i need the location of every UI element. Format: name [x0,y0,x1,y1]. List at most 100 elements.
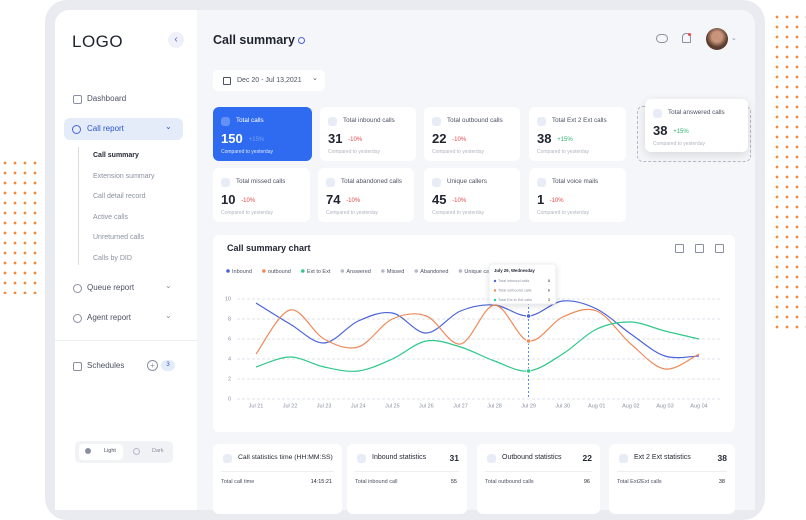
decoration [0,158,40,294]
chevron: ⌄ [731,35,737,42]
card-note: Compared to yesterday [328,149,380,155]
card-icon [221,117,230,126]
card-change: -10% [452,198,467,204]
card-note: Compared to yesterday [432,210,484,216]
card-icon [328,117,337,126]
nav-item[interactable]: Dashboard [87,94,127,103]
submenu-item[interactable]: Calls by DID [93,254,132,262]
stat-card[interactable] [645,99,748,152]
stats-title: Inbound statistics [372,454,427,461]
logo: LOGO [72,32,124,51]
nav-item[interactable]: Schedules [87,361,125,370]
stat-card[interactable] [424,168,520,222]
stats-divider [617,471,727,472]
stats-row-label: Total call time [221,479,255,485]
stats-divider [485,471,592,472]
stat-card[interactable] [529,107,626,161]
card-value: 74 [326,192,341,207]
stats-row-label: Total outbound calls [485,479,534,485]
chart-icon[interactable] [675,244,684,253]
card-title: Total missed calls [236,178,286,185]
stats-value: 38 [717,453,727,463]
card-title: Total answered calls [668,109,725,116]
submenu-line [78,147,79,265]
badge: 3 [161,360,175,371]
nav-icon [73,314,82,323]
page-title: Call summary [213,33,295,47]
card-change: -10% [549,198,564,204]
stat-card[interactable] [320,107,416,161]
submenu-item[interactable]: Unreturned calls [93,234,144,241]
collapse-button[interactable]: ‹ [168,32,184,48]
submenu-item[interactable]: Active calls [93,213,129,221]
card-change: +15% [673,129,689,135]
stats-row-value: 38 [718,479,725,485]
expand-icon[interactable] [715,244,724,253]
card-title: Unique callers [447,178,487,185]
theme-label[interactable]: Light [104,448,116,454]
submenu-item[interactable]: Extension summary [93,172,155,180]
stats-row-label: Total inbound call [355,479,398,485]
card-title: Total abandoned calls [341,178,402,185]
divider [55,340,197,341]
card-change: -10% [241,198,256,204]
card-value: 38 [653,123,668,138]
add-button[interactable]: + [147,360,158,371]
stats-divider [221,471,334,472]
card-value: 10 [221,192,236,207]
card-title: Total voice mails [552,178,599,185]
date-picker[interactable] [213,70,325,91]
submenu-item[interactable]: Call detail record [93,193,146,200]
card-title: Total inbound calls [343,117,395,124]
nav-icon [73,362,82,371]
card-note: Compared to yesterday [537,149,589,155]
stat-card[interactable] [318,168,414,222]
filter-icon[interactable] [695,244,704,253]
stats-title: Outbound statistics [502,454,562,461]
nav-item[interactable]: Agent report [87,313,132,322]
card-change: -10% [348,137,363,143]
date-text: Dec 20 - Jul 13,2021 [237,77,302,84]
card-note: Compared to yesterday [432,149,484,155]
card-value: 22 [432,131,447,146]
card-icon [432,117,441,126]
stats-row-value: 14:15:21 [310,479,332,485]
card-note: Compared to yesterday [221,149,273,155]
stat-card[interactable] [529,168,626,222]
stats-card [609,444,735,514]
submenu-item[interactable]: Call summary [93,152,139,159]
chart-card [213,235,735,432]
card-icon [432,178,441,187]
theme-label[interactable]: Dark [152,448,164,454]
card-icon [653,109,662,118]
card-icon [221,178,230,187]
nav-item[interactable]: Queue report [87,283,135,292]
nav-item[interactable]: Call report [87,124,124,133]
avatar[interactable] [706,28,728,50]
stats-value: 22 [582,453,592,463]
nav-icon [73,95,82,104]
chart-title: Call summary chart [227,243,311,253]
card-value: 1 [537,192,545,207]
stat-card[interactable] [424,107,520,161]
stats-card [347,444,467,514]
stats-icon [357,454,366,463]
stat-card[interactable] [213,107,312,161]
stats-title: Call statistics time (HH:MM:SS) [238,454,333,461]
stats-row-value: 96 [583,479,590,485]
stat-card[interactable] [213,168,310,222]
stats-row-label: Total Ext2Ext calls [617,479,662,485]
bell-icon[interactable] [682,33,691,43]
card-title: Total calls [236,117,264,124]
card-value: 45 [432,192,447,207]
nav-item-active[interactable] [64,118,183,140]
moon-icon [133,448,140,455]
card-value: 150 [221,131,243,146]
cloud-icon[interactable] [656,34,668,43]
chevron: ⌄ [165,311,172,320]
card-change: -10% [452,137,467,143]
stats-divider [355,471,459,472]
stats-icon [619,454,628,463]
stats-icon [223,454,232,463]
